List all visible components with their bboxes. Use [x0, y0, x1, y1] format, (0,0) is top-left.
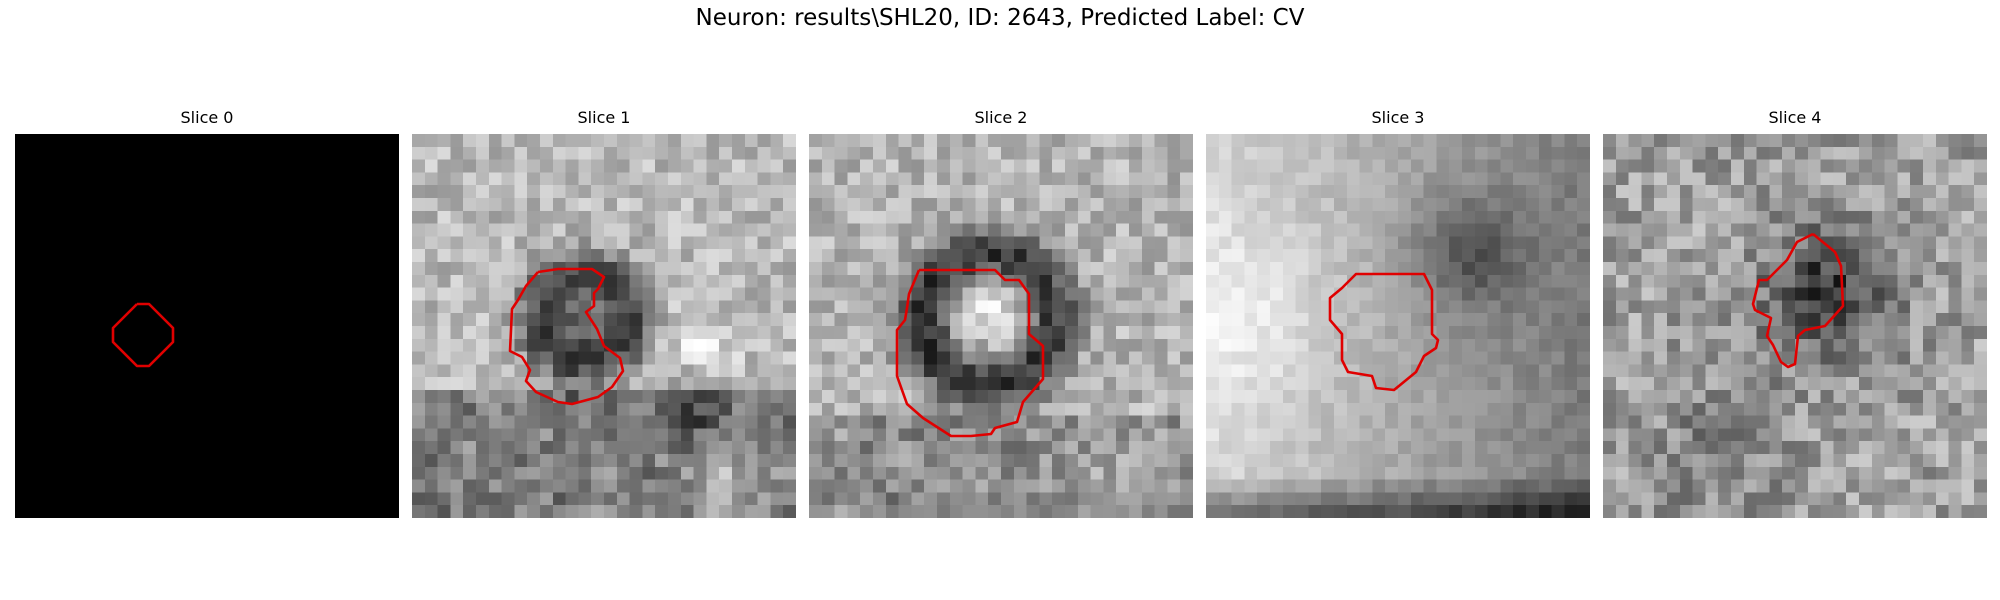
slice-panel-4: Slice 4: [1603, 105, 1987, 518]
roi-contour-3: [1328, 272, 1440, 392]
roi-contour-0: [111, 302, 175, 368]
slice-title-4: Slice 4: [1768, 108, 1822, 127]
slice-title-1: Slice 1: [577, 108, 631, 127]
slice-2-canvas: [809, 134, 1193, 518]
slice-title-2: Slice 2: [974, 108, 1028, 127]
slice-4-canvas: [1603, 134, 1987, 518]
roi-contour-4: [1751, 232, 1845, 369]
slice-title-3: Slice 3: [1371, 108, 1425, 127]
roi-contour-1: [508, 267, 625, 406]
slice-image-0: [15, 134, 399, 518]
figure-title: Neuron: results\SHL20, ID: 2643, Predict…: [695, 5, 1305, 31]
slice-panel-0: Slice 0: [15, 105, 399, 518]
slice-title-0: Slice 0: [180, 108, 234, 127]
slice-image-2: [809, 134, 1193, 518]
slice-panel-3: Slice 3: [1206, 105, 1590, 518]
slice-0-canvas: [15, 134, 399, 518]
roi-contour-2: [895, 268, 1045, 438]
slice-1-canvas: [412, 134, 796, 518]
slice-panel-1: Slice 1: [412, 105, 796, 518]
slice-3-canvas: [1206, 134, 1590, 518]
slice-image-3: [1206, 134, 1590, 518]
slice-panel-2: Slice 2: [809, 105, 1193, 518]
slice-image-4: [1603, 134, 1987, 518]
slice-image-1: [412, 134, 796, 518]
